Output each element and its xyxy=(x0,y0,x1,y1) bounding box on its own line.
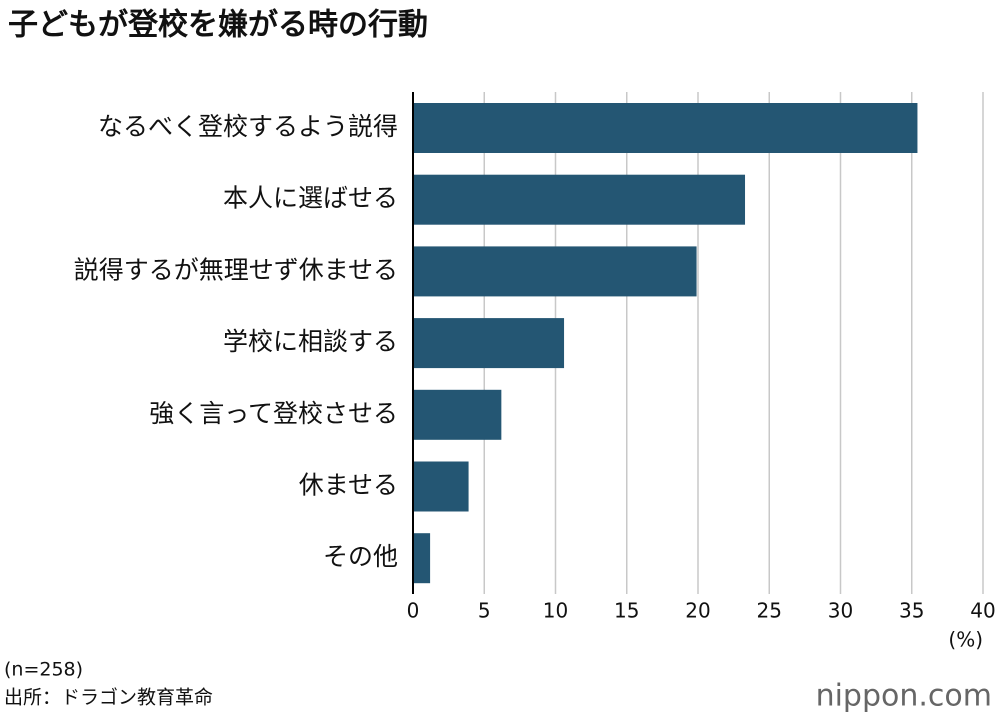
sample-note: (n=258) xyxy=(4,659,83,681)
bar xyxy=(413,318,565,369)
y-tick-label: 本人に選ばせる xyxy=(223,184,398,213)
x-tick-label: 15 xyxy=(614,599,639,623)
x-tick-label: 20 xyxy=(685,599,710,623)
bar xyxy=(413,103,918,153)
bar xyxy=(413,246,697,297)
x-tick-label: 0 xyxy=(407,599,420,623)
unit-label: (%) xyxy=(948,628,983,652)
chart-title: 子どもが登校を嫌がる時の行動 xyxy=(8,8,428,43)
bar xyxy=(413,461,469,512)
y-tick-label: 強く言って登校させる xyxy=(149,399,398,428)
y-tick-label: 休ませる xyxy=(299,471,398,500)
x-tick-label: 25 xyxy=(757,599,782,623)
y-tick-label: 学校に相談する xyxy=(223,327,398,356)
x-tick-label: 40 xyxy=(970,599,995,623)
x-tick-label: 35 xyxy=(899,599,924,623)
y-tick-label: 説得するが無理せず休ませる xyxy=(74,255,398,284)
y-tick-label: その他 xyxy=(323,542,398,571)
source: 出所：ドラゴン教育革命 xyxy=(4,687,213,709)
x-tick-label: 5 xyxy=(478,599,491,623)
x-tick-label: 10 xyxy=(543,599,568,623)
brand-logo: nippon.com xyxy=(816,679,992,714)
bar xyxy=(413,174,746,225)
bar xyxy=(413,389,502,440)
x-tick-label: 30 xyxy=(828,599,853,623)
bar xyxy=(413,533,431,584)
y-tick-label: なるべく登校するよう説得 xyxy=(98,112,398,141)
